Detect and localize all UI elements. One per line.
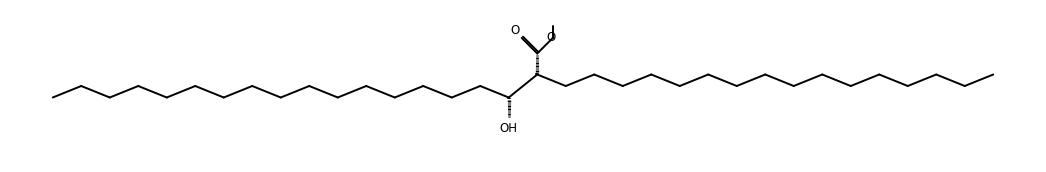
Text: O: O [546,31,555,44]
Text: O: O [510,24,519,37]
Text: OH: OH [500,122,518,136]
